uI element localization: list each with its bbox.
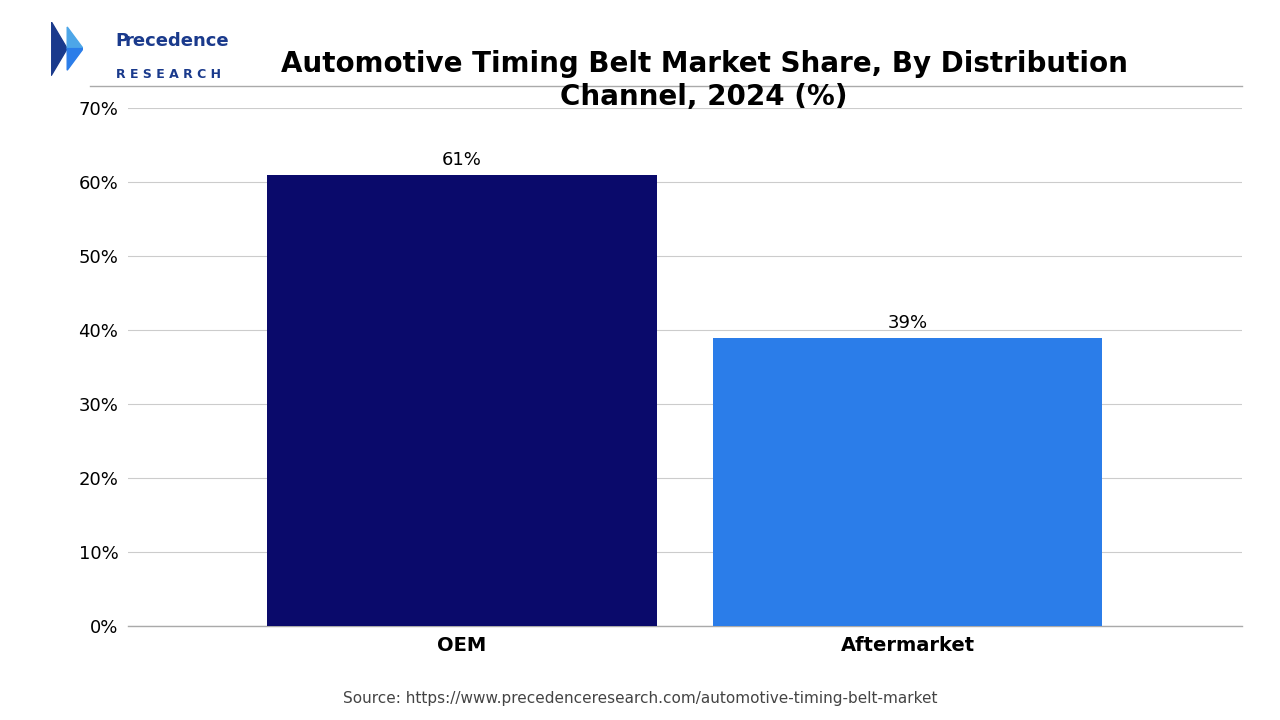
Text: recedence: recedence xyxy=(125,32,229,50)
Bar xyxy=(268,175,657,626)
Polygon shape xyxy=(68,27,83,49)
Text: P: P xyxy=(115,32,129,50)
Text: 39%: 39% xyxy=(887,314,928,332)
Polygon shape xyxy=(51,22,68,76)
Bar xyxy=(713,338,1102,626)
Text: Source: https://www.precedenceresearch.com/automotive-timing-belt-market: Source: https://www.precedenceresearch.c… xyxy=(343,690,937,706)
Polygon shape xyxy=(68,49,83,71)
Text: Automotive Timing Belt Market Share, By Distribution
Channel, 2024 (%): Automotive Timing Belt Market Share, By … xyxy=(280,50,1128,111)
Text: R E S E A R C H: R E S E A R C H xyxy=(115,68,220,81)
Text: 61%: 61% xyxy=(442,150,483,168)
